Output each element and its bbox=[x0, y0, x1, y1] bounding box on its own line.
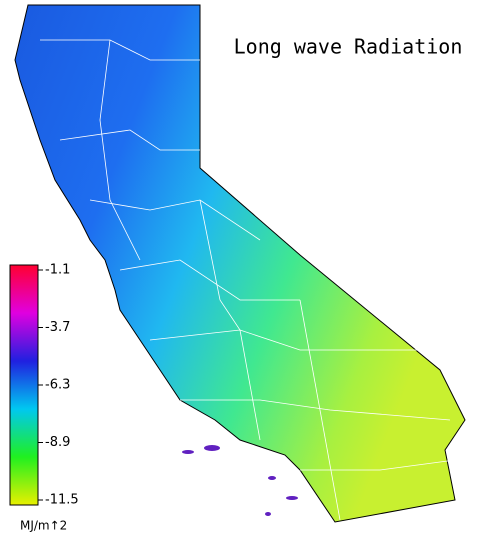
colorbar-unit: MJ/m↑2 bbox=[20, 519, 67, 533]
county-lines bbox=[40, 39, 456, 521]
state-shape bbox=[14, 4, 466, 523]
california-map bbox=[14, 4, 466, 523]
colorbar-tick-label: -3.7 bbox=[45, 320, 70, 335]
colorbar: -1.1 -3.7 -6.3 -8.9 -11.5 bbox=[9, 263, 79, 508]
islands bbox=[182, 445, 298, 516]
colorbar-tick-label: -8.9 bbox=[45, 435, 70, 450]
colorbar-ramp bbox=[9, 264, 39, 506]
colorbar-tick-label: -6.3 bbox=[45, 378, 70, 393]
colorbar-tick-label: -1.1 bbox=[45, 263, 70, 278]
map-title: Long wave Radiation bbox=[234, 35, 463, 59]
colorbar-tick-label: -11.5 bbox=[45, 493, 79, 508]
